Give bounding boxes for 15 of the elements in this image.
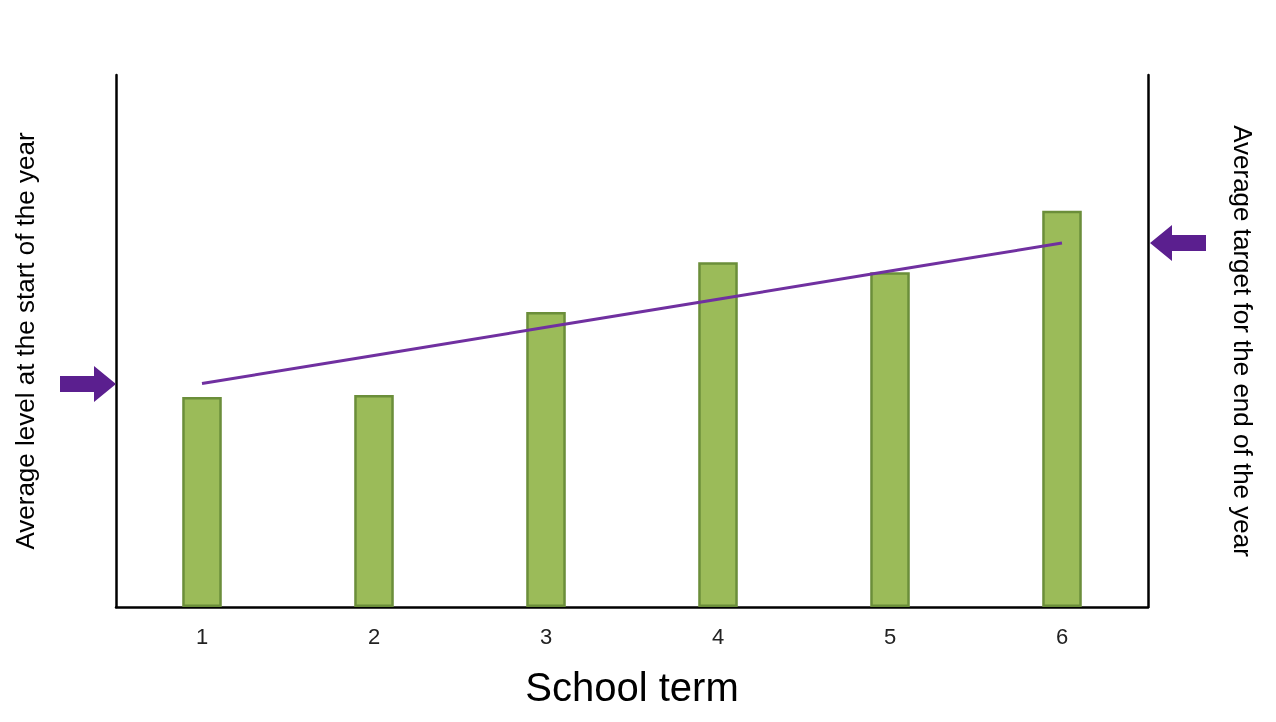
x-tick-label: 2 (367, 623, 381, 649)
y-axis-title: Average level at the start of the year (10, 132, 40, 550)
x-tick-label: 5 (883, 623, 897, 649)
bar (354, 395, 394, 607)
y2-axis-title: Average target for the end of the year (1228, 125, 1258, 558)
bar (1042, 210, 1082, 607)
bar (870, 272, 910, 607)
x-tick-label: 1 (195, 623, 209, 649)
x-tick-label: 3 (539, 623, 553, 649)
x-tick-label: 4 (711, 623, 725, 649)
x-axis-title: School term (525, 665, 739, 709)
bar (182, 397, 222, 607)
bar (698, 262, 738, 607)
x-tick-label: 6 (1055, 623, 1069, 649)
bar (526, 311, 566, 607)
